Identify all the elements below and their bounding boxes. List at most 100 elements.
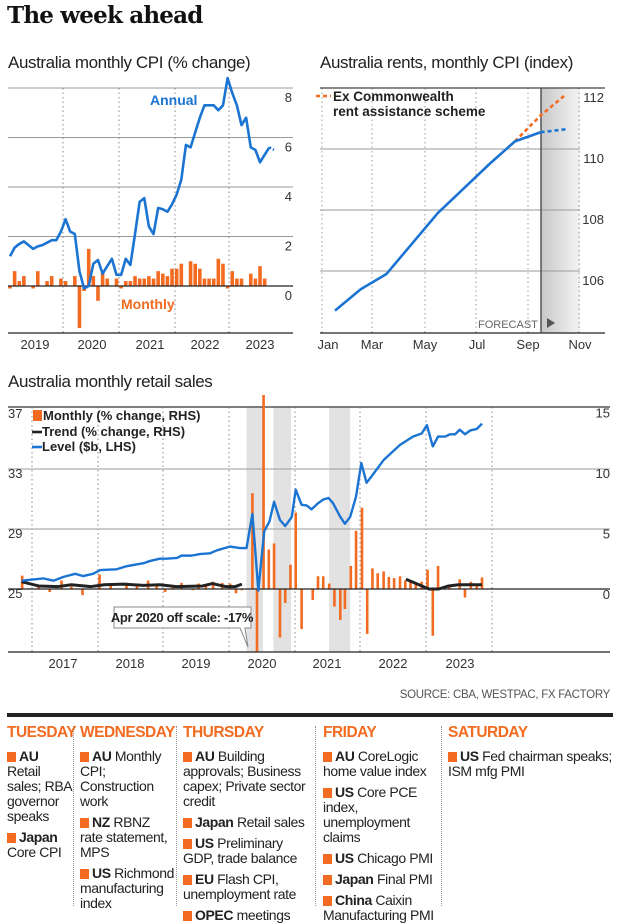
y-tick-label: 8 — [285, 90, 292, 105]
event-region: Japan — [195, 814, 234, 830]
bullet-square-icon — [183, 752, 192, 762]
monthly-sales-bar — [376, 573, 380, 589]
legend-label: Monthly (% change, RHS) — [43, 408, 200, 423]
y-tick-label: 108 — [582, 212, 604, 227]
legend-label: Trend (% change, RHS) — [42, 424, 185, 439]
monthly-sales-bar — [436, 565, 440, 589]
event-item: China Caixin Manufacturing PMI — [323, 893, 441, 923]
event-text: Retail sales; RBA governor speaks — [7, 763, 72, 824]
event-text: RBNZ rate statement, MPS — [80, 814, 168, 860]
monthly-cpi-bar — [142, 278, 147, 286]
left-y-tick-label: 29 — [8, 526, 22, 541]
event-text: Core PCE index, unemployment claims — [323, 784, 417, 845]
monthly-sales-bar — [339, 589, 342, 620]
monthly-cpi-bar — [188, 261, 193, 286]
bullet-square-icon — [323, 875, 332, 885]
annual-cpi-line — [8, 76, 271, 290]
x-tick-label: 2021 — [313, 656, 342, 671]
event-region: NZ — [92, 814, 110, 830]
monthly-sales-bar — [343, 589, 347, 610]
monthly-sales-bar — [321, 576, 325, 589]
monthly-cpi-bar — [202, 278, 207, 286]
event-text: Richmond manufacturing index — [80, 865, 174, 911]
monthly-cpi-bar — [221, 263, 225, 286]
trend-line — [405, 577, 483, 591]
monthly-cpi-bar — [262, 278, 267, 286]
monthly-cpi-bar — [230, 271, 235, 286]
monthly-sales-bar — [387, 576, 391, 589]
event-item: AU Building approvals; Business capex; P… — [183, 749, 315, 809]
cpi-chart-title: Australia monthly CPI (% change) — [8, 53, 250, 72]
x-tick-label: 2022 — [191, 337, 220, 352]
event-text: Building approvals; Business capex; Priv… — [183, 748, 306, 809]
monthly-cpi-bar — [211, 278, 216, 286]
event-region: EU — [195, 871, 214, 887]
event-item: EU Flash CPI, unemployment rate — [183, 872, 315, 902]
monthly-cpi-bar — [225, 286, 230, 289]
monthly-sales-bar — [251, 493, 254, 589]
event-text: meetings — [233, 907, 291, 923]
bullet-square-icon — [80, 818, 89, 828]
column-divider — [315, 726, 316, 906]
monthly-sales-bar — [211, 581, 215, 589]
monthly-cpi-bar — [22, 276, 26, 286]
monthly-sales-bar — [262, 395, 265, 589]
day-column-tuesday: TUESDAY AU Retail sales; RBA governor spe… — [7, 722, 77, 907]
x-tick-label: 2017 — [49, 656, 78, 671]
annual-series-label: Annual — [150, 92, 197, 108]
monthly-cpi-bar — [96, 286, 100, 301]
monthly-sales-bar — [283, 589, 287, 603]
monthly-cpi-bar — [253, 278, 258, 286]
rents-chart-title: Australia rents, monthly CPI (index) — [320, 53, 573, 72]
monthly-cpi-bar — [170, 268, 174, 286]
x-tick-label: 2021 — [136, 337, 165, 352]
left-y-tick-label: 33 — [8, 466, 22, 481]
day-column-friday: FRIDAY AU CoreLogic home value index US Co… — [323, 722, 441, 923]
bullet-square-icon — [448, 752, 457, 762]
monthly-sales-bar — [431, 589, 435, 636]
day-column-saturday: SATURDAY US Fed chairman speaks; ISM mfg … — [448, 722, 616, 907]
bullet-square-icon — [183, 818, 192, 828]
monthly-sales-bar — [98, 574, 101, 589]
monthly-sales-bar — [365, 589, 369, 634]
annotation-callout — [113, 606, 252, 648]
event-region: US — [335, 850, 354, 866]
bullet-square-icon — [183, 839, 192, 849]
monthly-sales-bar — [311, 589, 315, 600]
monthly-cpi-bar — [258, 266, 262, 286]
monthly-sales-bar — [409, 580, 412, 589]
x-tick-label: 2020 — [248, 656, 277, 671]
column-divider — [73, 726, 74, 906]
monthly-cpi-bar — [35, 271, 40, 286]
trend-line — [21, 580, 243, 589]
event-text: Core CPI — [7, 844, 62, 860]
monthly-sales-bar — [480, 577, 484, 589]
monthly-sales-bar — [155, 585, 158, 589]
monthly-cpi-bar — [235, 278, 239, 286]
bullet-square-icon — [7, 752, 16, 762]
monthly-cpi-bar — [216, 258, 221, 286]
monthly-sales-bar — [204, 585, 208, 589]
bullet-square-icon — [183, 911, 192, 921]
column-divider — [176, 726, 177, 906]
day-heading: THURSDAY — [183, 724, 264, 741]
x-tick-label: 2018 — [116, 656, 145, 671]
day-heading: SATURDAY — [448, 724, 528, 741]
legend-label: Ex Commonwealth — [333, 89, 454, 104]
y-tick-label: 6 — [285, 140, 292, 155]
event-item: US Preliminary GDP, trade balance — [183, 836, 315, 866]
x-tick-label: 2023 — [246, 337, 275, 352]
bullet-square-icon — [323, 752, 332, 762]
event-text: Monthly CPI; Construction work — [80, 748, 162, 809]
left-y-tick-label: 25 — [8, 586, 22, 601]
event-region: US — [92, 865, 111, 881]
monthly-cpi-bar — [174, 268, 179, 286]
monthly-sales-bar — [267, 549, 271, 589]
legend-label: Level ($b, LHS) — [42, 439, 136, 454]
forecast-label: FORECAST — [478, 319, 538, 331]
legend-bar-icon — [33, 410, 42, 421]
x-tick-label: Jan — [318, 337, 339, 352]
right-y-tick-label: 5 — [603, 527, 610, 542]
monthly-cpi-bar — [239, 278, 244, 286]
monthly-cpi-bar — [59, 278, 63, 286]
